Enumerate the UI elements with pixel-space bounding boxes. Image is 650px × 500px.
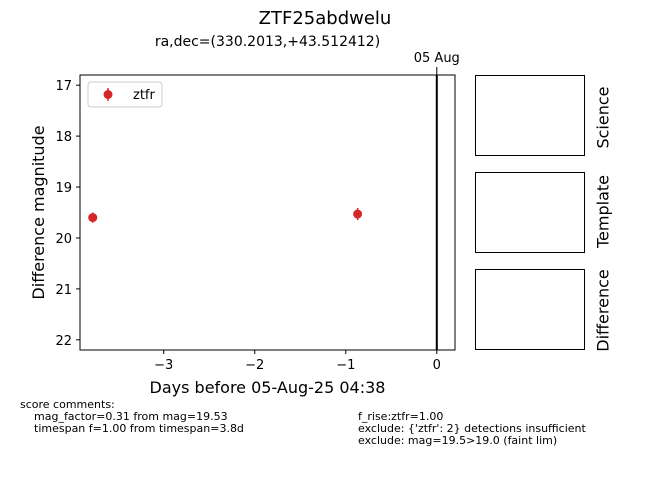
score-comments-heading: score comments: bbox=[20, 398, 115, 411]
legend-box bbox=[87, 81, 163, 108]
x-tick-label: −2 bbox=[245, 358, 264, 373]
x-axis-label: Days before 05-Aug-25 04:38 bbox=[150, 378, 386, 397]
template-stamp bbox=[475, 172, 585, 253]
legend-marker bbox=[103, 90, 113, 99]
data-point bbox=[353, 209, 363, 219]
difference-stamp bbox=[475, 269, 585, 350]
y-axis-label: Difference magnitude bbox=[29, 125, 48, 299]
x-tick-label: 0 bbox=[433, 358, 441, 373]
legend-label: ztfr bbox=[133, 88, 155, 103]
science-stamp bbox=[475, 75, 585, 156]
y-tick-label: 17 bbox=[55, 79, 72, 94]
score-comment-left-2: timespan f=1.00 from timespan=3.8d bbox=[34, 422, 244, 435]
x-tick-label: −3 bbox=[154, 358, 173, 373]
coordinates-subtitle: ra,dec=(330.2013,+43.512412) bbox=[154, 34, 381, 50]
reference-time-label: 05 Aug bbox=[414, 51, 460, 66]
y-tick-label: 21 bbox=[55, 283, 72, 298]
difference-label: Difference bbox=[593, 269, 613, 352]
y-tick-label: 20 bbox=[55, 232, 72, 247]
y-tick-label: 18 bbox=[55, 130, 72, 145]
data-point bbox=[88, 213, 98, 223]
score-comment-left-1: mag_factor=0.31 from mag=19.53 bbox=[34, 410, 228, 423]
score-comment-right-1: f_rise:ztfr=1.00 bbox=[358, 410, 444, 423]
page-title: ZTF25abdwelu bbox=[258, 8, 392, 29]
x-tick-label: −1 bbox=[336, 358, 355, 373]
y-tick-label: 22 bbox=[55, 334, 72, 349]
score-comment-right-3: exclude: mag=19.5>19.0 (faint lim) bbox=[358, 434, 558, 447]
plot-frame bbox=[79, 74, 456, 351]
score-comment-right-2: exclude: {'ztfr': 2} detections insuffic… bbox=[358, 422, 586, 435]
y-tick-label: 19 bbox=[55, 181, 72, 196]
